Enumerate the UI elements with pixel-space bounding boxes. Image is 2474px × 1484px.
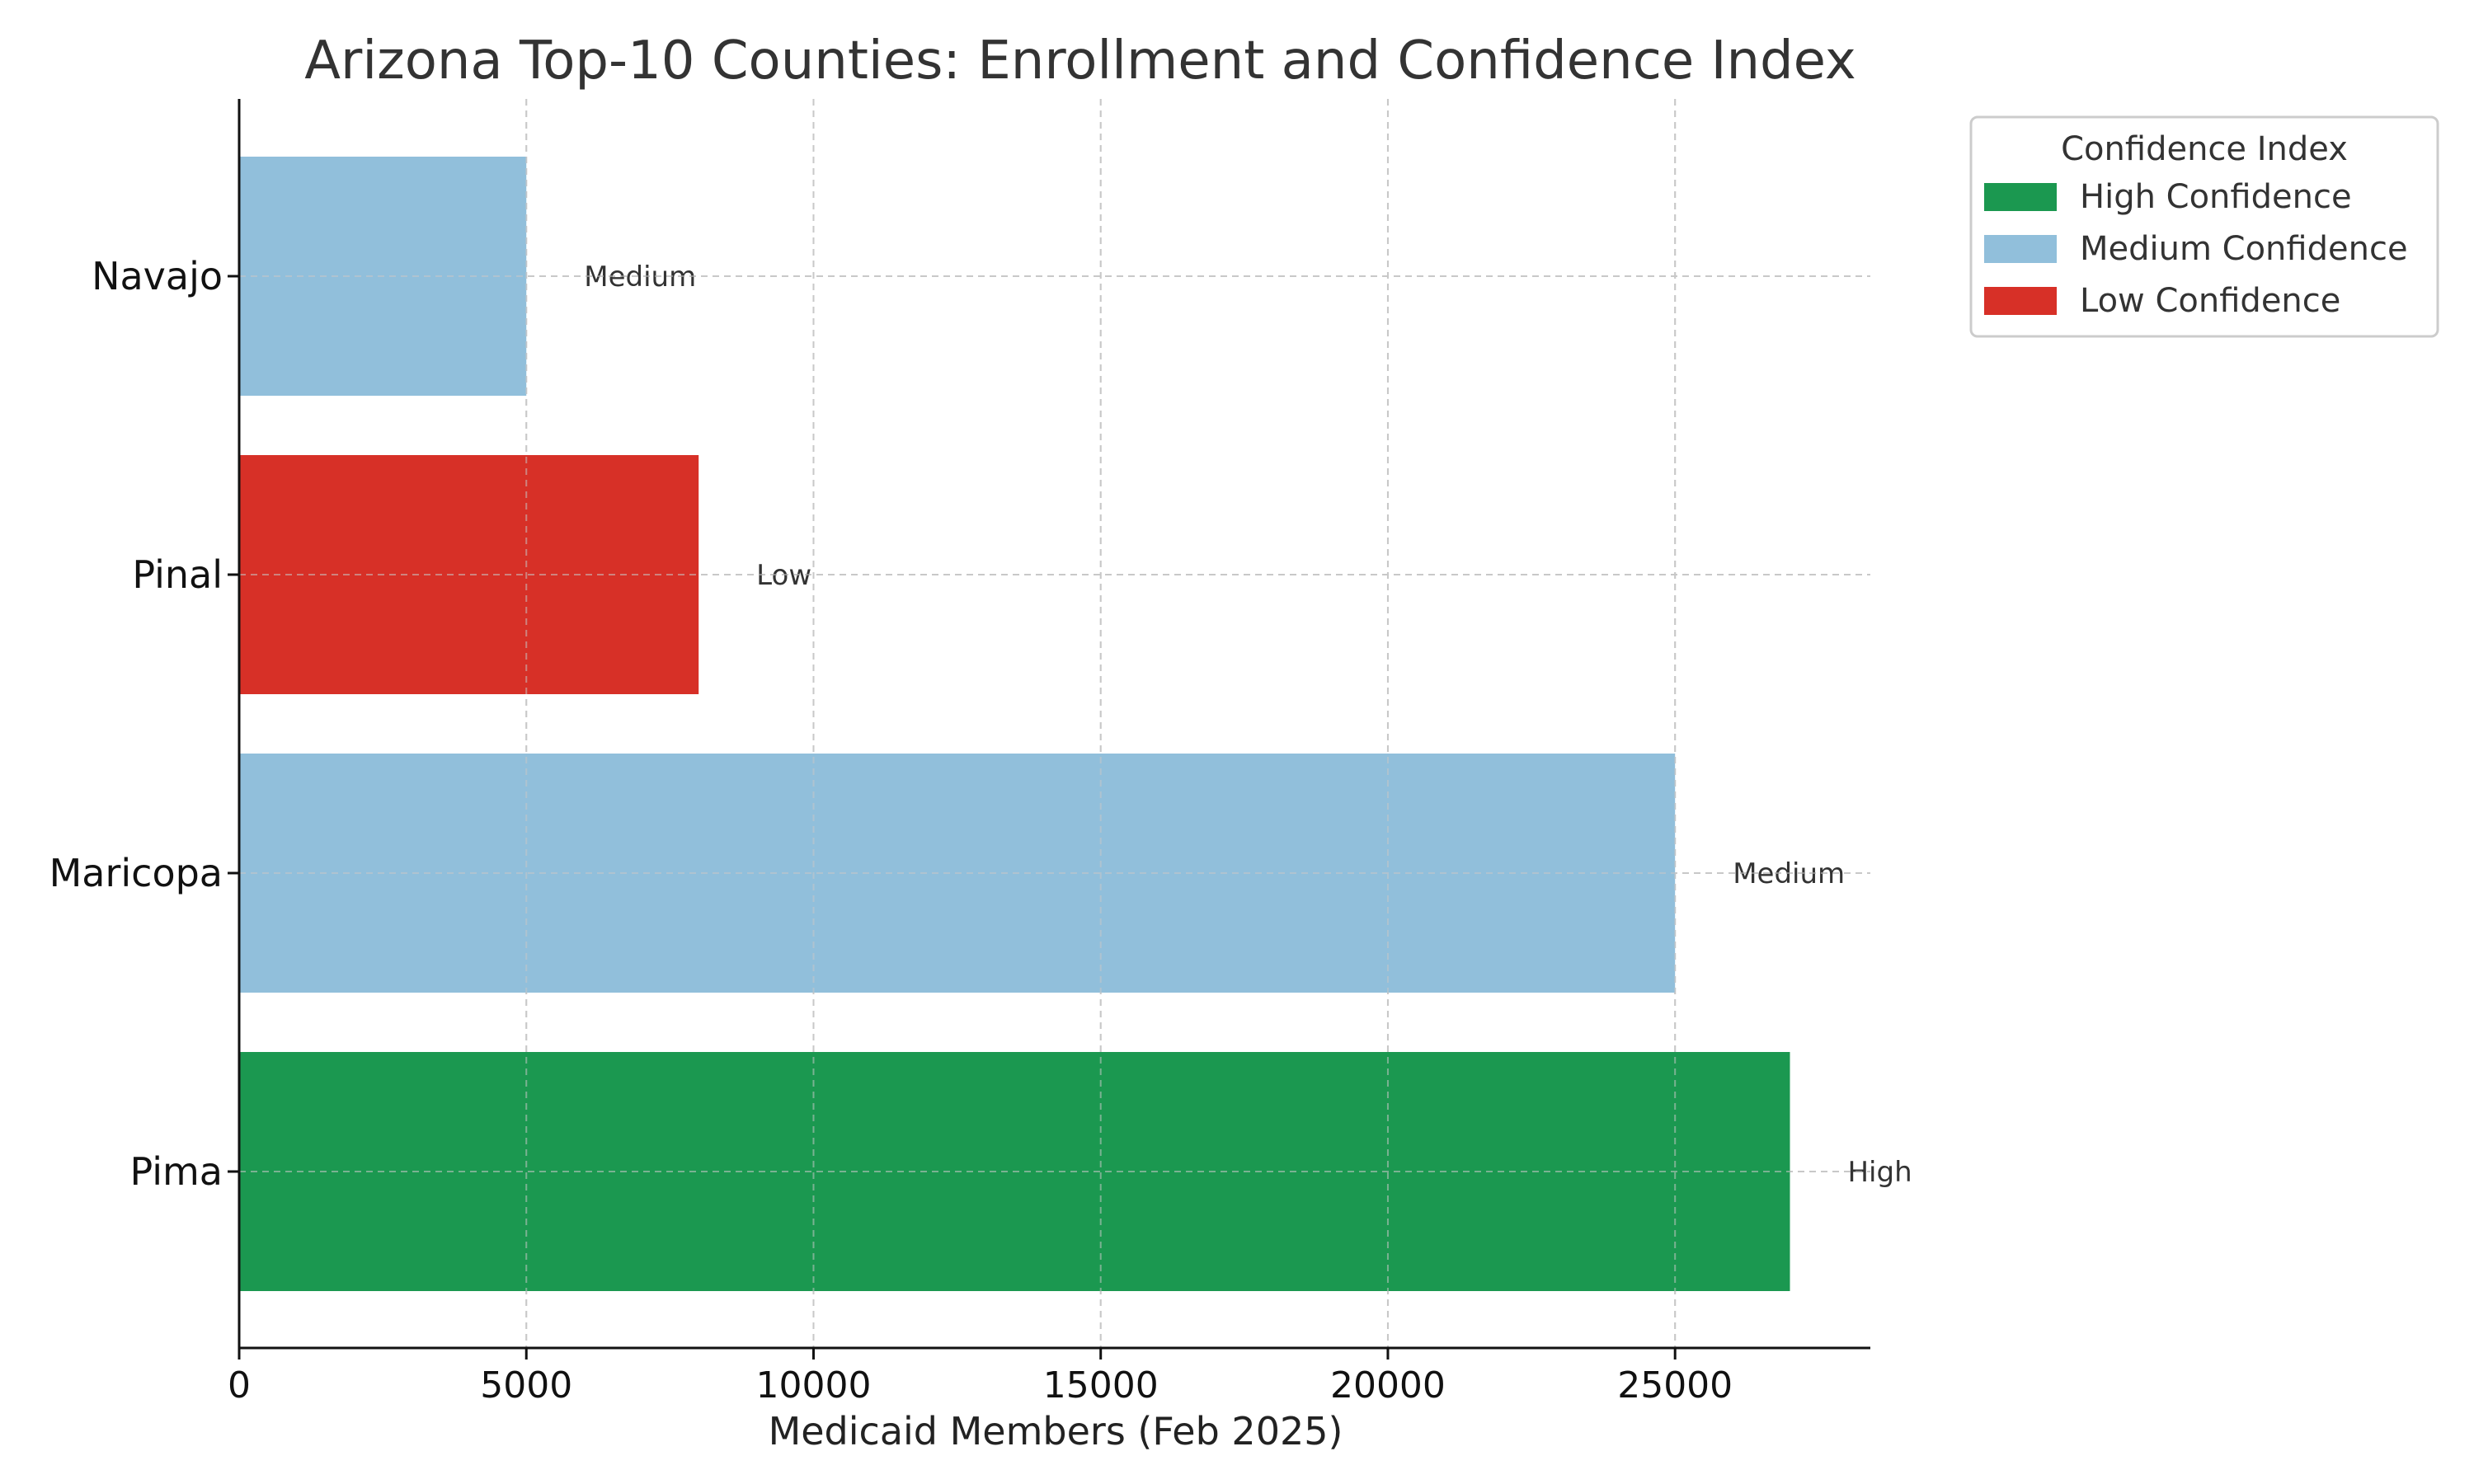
x-tick-label: 20000 — [1330, 1364, 1446, 1407]
legend-label-high: High Confidence — [2080, 178, 2352, 216]
bar-pinal — [239, 455, 699, 694]
legend-swatch-high — [1984, 183, 2057, 211]
legend-swatch-low — [1984, 287, 2057, 315]
x-tick-label: 0 — [228, 1364, 251, 1407]
x-tick-label: 15000 — [1043, 1364, 1159, 1407]
y-tick-label-navajo: Navajo — [92, 254, 223, 298]
x-tick-label: 25000 — [1617, 1364, 1733, 1407]
legend-label-low: Low Confidence — [2080, 282, 2340, 320]
legend-frame — [1969, 115, 2439, 338]
legend-title: Confidence Index — [2061, 130, 2348, 168]
y-tick-label-pinal: Pinal — [132, 552, 223, 597]
grid-overlay — [239, 99, 1870, 1348]
y-tick-label-pima: Pima — [129, 1149, 223, 1194]
axes: 0 5000 10000 15000 20000 25000 Pima Maricopa Pin… — [49, 99, 1870, 1407]
chart-title: Arizona Top-10 Counties: Enrollment and … — [304, 31, 1856, 92]
legend-swatch-medium — [1984, 235, 2057, 263]
legend: Confidence Index High Confidence Medium Co… — [1969, 115, 2439, 338]
x-axis-label: Medicaid Members (Feb 2025) — [769, 1409, 1343, 1453]
legend-label-medium: Medium Confidence — [2080, 230, 2408, 268]
y-tick-label-maricopa: Maricopa — [49, 851, 223, 895]
x-tick-label: 5000 — [480, 1364, 572, 1407]
x-tick-label: 10000 — [755, 1364, 871, 1407]
